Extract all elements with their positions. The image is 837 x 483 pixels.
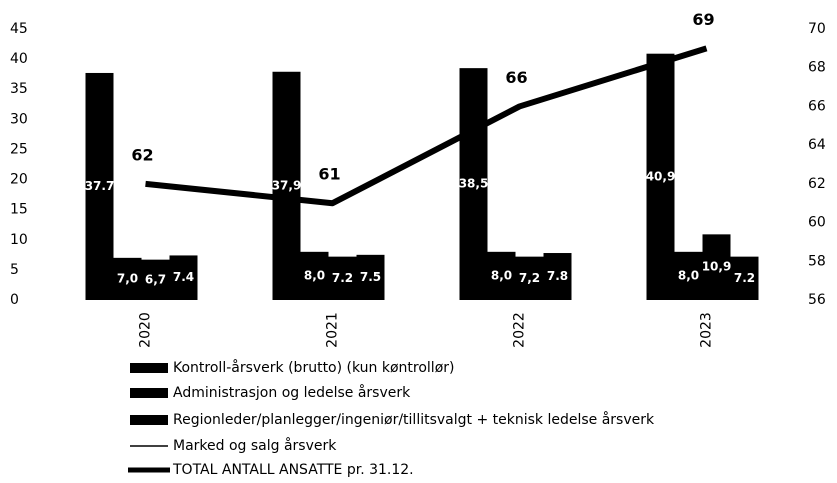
y-tick-label: 25 [10, 141, 28, 157]
x-tick-label: 2023 [699, 312, 715, 348]
legend-label: Kontroll-årsverk (brutto) (kun køntrollø… [173, 359, 454, 376]
bar [356, 254, 385, 300]
value-label: 40,9 [646, 169, 676, 183]
value-label: 8,0 [678, 268, 699, 282]
bar [674, 251, 703, 300]
value-label: 7,0 [117, 271, 138, 285]
legend-swatch [130, 388, 168, 398]
legend-label: Regionleder/planlegger/ingeniør/tillitsv… [173, 411, 655, 428]
legend-swatch [130, 363, 168, 373]
bar [85, 72, 114, 300]
legend-swatch [130, 415, 168, 425]
legend-label: Marked og salg årsverk [173, 437, 337, 454]
total-line [145, 45, 708, 207]
y2-tick-label: 68 [808, 60, 826, 76]
y2-tick-label: 58 [808, 253, 826, 269]
bar [113, 257, 142, 300]
bar [272, 71, 301, 300]
bar [702, 234, 731, 300]
x-tick-label: 2022 [512, 312, 528, 348]
line-label: 66 [505, 68, 527, 87]
bar [459, 68, 488, 301]
y2-tick-label: 70 [808, 21, 826, 37]
bar [543, 253, 572, 300]
legend-label: TOTAL ANTALL ANSATTE pr. 31.12. [172, 462, 414, 478]
y-tick-label: 0 [10, 292, 19, 308]
value-label: 7.4 [173, 270, 194, 284]
legend-label: Administrasjon og ledelse årsverk [173, 384, 411, 401]
value-label: 38,5 [459, 177, 489, 191]
y-tick-label: 30 [10, 111, 28, 127]
bar [169, 255, 198, 300]
bar [515, 256, 544, 300]
value-label: 6,7 [145, 272, 166, 286]
value-label: 8,0 [304, 268, 325, 282]
y-tick-label: 5 [10, 262, 19, 278]
y2-tick-label: 62 [808, 176, 826, 192]
x-tick-label: 2020 [138, 312, 154, 348]
y2-tick-label: 64 [808, 137, 826, 153]
bar [730, 256, 759, 300]
value-label: 37.7 [85, 179, 115, 193]
bar [300, 251, 329, 300]
value-label: 7,2 [519, 271, 540, 285]
y2-tick-label: 56 [808, 292, 826, 308]
y-tick-label: 45 [10, 21, 28, 37]
line-label: 69 [692, 10, 714, 29]
value-label: 7.5 [360, 270, 381, 284]
y-tick-label: 40 [10, 51, 28, 67]
bar [487, 251, 516, 300]
line-label: 61 [318, 165, 340, 184]
value-label: 8,0 [491, 268, 512, 282]
value-label: 37,9 [272, 178, 302, 192]
y-tick-label: 35 [10, 81, 28, 97]
y-tick-label: 15 [10, 202, 28, 218]
value-label: 7.2 [734, 271, 755, 285]
line-label: 62 [131, 145, 153, 164]
value-label: 7.8 [547, 269, 568, 283]
y-tick-label: 10 [10, 232, 28, 248]
y-tick-label: 20 [10, 172, 28, 188]
x-tick-label: 2021 [325, 312, 341, 348]
value-label: 10,9 [702, 260, 732, 274]
bar [141, 259, 170, 300]
y2-tick-label: 60 [808, 215, 826, 231]
bar [646, 53, 675, 300]
value-label: 7.2 [332, 271, 353, 285]
y2-tick-label: 66 [808, 98, 826, 114]
bar [328, 256, 357, 300]
